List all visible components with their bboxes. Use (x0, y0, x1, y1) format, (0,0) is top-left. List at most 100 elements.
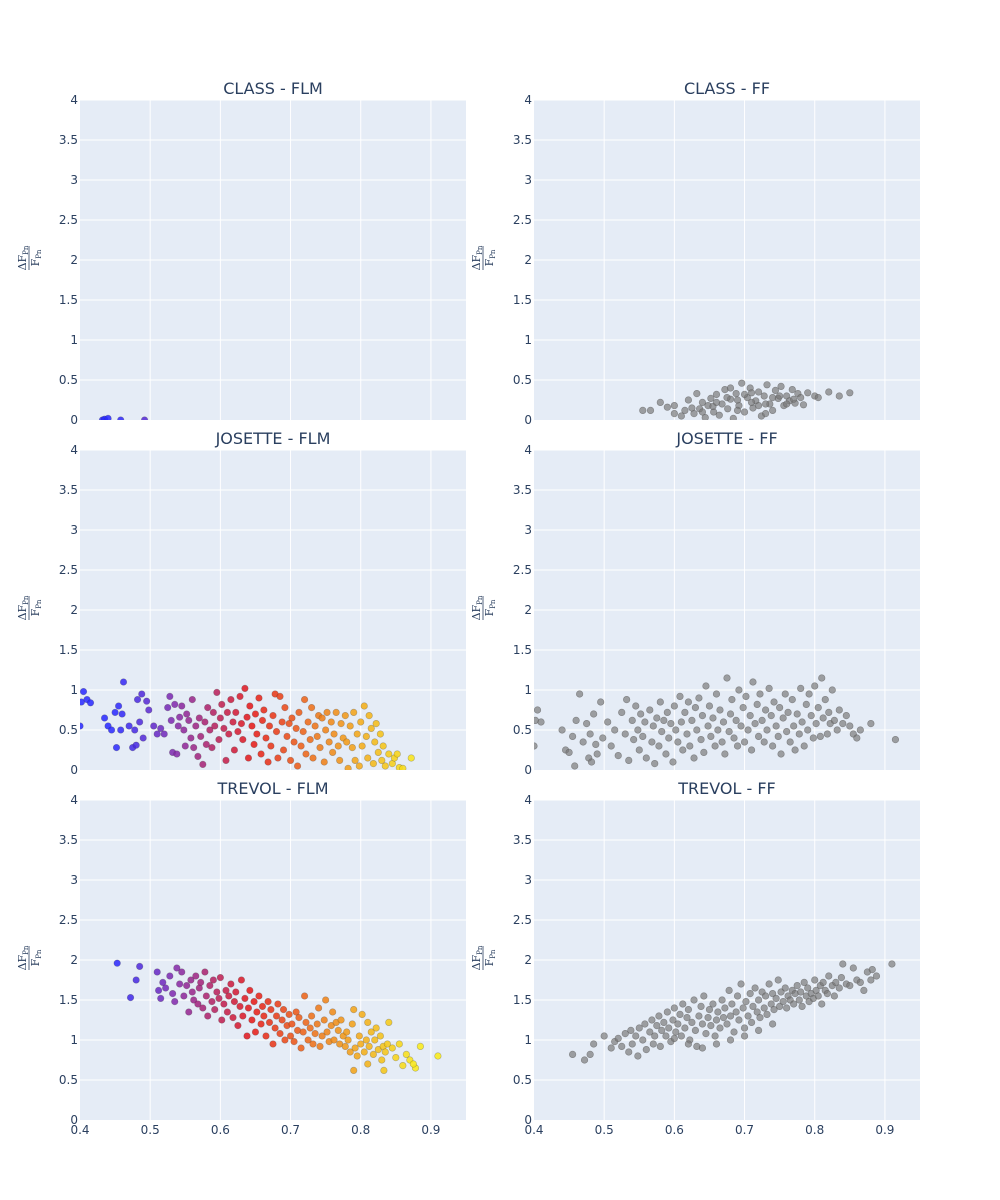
data-point (227, 980, 235, 988)
y-tick-label: 4 (70, 93, 78, 107)
y-tick-label: 3 (524, 173, 532, 187)
data-point (201, 718, 209, 726)
data-point (737, 980, 745, 988)
data-point (383, 1040, 391, 1048)
data-point (162, 984, 170, 992)
data-point (358, 1010, 366, 1019)
data-point (309, 754, 317, 762)
data-point (724, 405, 732, 413)
data-point (819, 978, 827, 987)
data-point (684, 1005, 693, 1014)
data-point (592, 740, 600, 749)
data-point (891, 735, 900, 744)
data-point (209, 708, 217, 717)
data-point (187, 976, 195, 984)
data-point (753, 700, 761, 709)
data-point (665, 1024, 673, 1032)
data-point (181, 742, 189, 750)
data-point (274, 754, 282, 762)
data-point (288, 1020, 296, 1028)
data-point (698, 398, 707, 407)
data-point (197, 732, 205, 741)
y-tick-label: 2 (70, 953, 78, 967)
data-point (174, 722, 182, 730)
data-point (599, 734, 607, 742)
data-point (360, 1048, 368, 1056)
data-point (646, 406, 655, 415)
data-point (814, 394, 822, 402)
y-label-denominator: FPn (29, 599, 43, 616)
data-point (80, 688, 88, 696)
data-point (805, 690, 813, 698)
data-point (751, 719, 759, 728)
data-point (804, 984, 812, 992)
y-tick-label: 1.5 (513, 293, 532, 307)
x-tick-label: 0.9 (421, 1123, 440, 1137)
data-point (173, 964, 181, 972)
data-point (684, 396, 693, 404)
y-tick-label: 3 (524, 873, 532, 887)
data-point (100, 714, 109, 722)
data-point (718, 996, 726, 1004)
data-point (232, 708, 240, 717)
data-point (763, 381, 771, 389)
data-point (723, 674, 731, 682)
data-point (278, 1016, 286, 1024)
data-point (725, 727, 733, 736)
y-tick-label: 0 (524, 1113, 532, 1127)
data-point (784, 708, 792, 717)
data-point (190, 743, 198, 752)
data-point (779, 997, 787, 1006)
data-point (747, 398, 756, 407)
data-point (311, 722, 319, 730)
data-point (728, 695, 736, 704)
data-point (670, 1034, 678, 1042)
data-point (788, 386, 796, 394)
data-point (167, 716, 175, 725)
data-point (316, 743, 324, 752)
data-point (800, 978, 808, 987)
y-tick-label: 0 (70, 763, 78, 777)
data-point (807, 711, 815, 720)
data-point (754, 996, 763, 1004)
data-point (434, 1052, 442, 1060)
data-point (369, 1050, 377, 1058)
data-point (369, 759, 377, 768)
data-point (213, 688, 221, 697)
data-point (781, 690, 789, 698)
data-point (395, 1040, 403, 1048)
data-point (119, 678, 128, 686)
data-point (153, 730, 161, 738)
data-point (733, 742, 742, 750)
data-point (534, 742, 538, 750)
data-point (364, 754, 372, 762)
data-point (248, 722, 256, 730)
data-point (281, 1036, 289, 1044)
data-point (818, 674, 826, 682)
data-point (747, 1018, 756, 1027)
data-point (565, 748, 573, 757)
data-point (190, 996, 198, 1004)
subplot-title: CLASS - FLM (223, 79, 323, 98)
data-point (586, 730, 594, 738)
data-point (672, 1028, 680, 1036)
data-point (388, 1044, 396, 1052)
data-point (580, 1056, 589, 1064)
data-point (160, 730, 168, 738)
data-point (350, 1066, 358, 1074)
data-point (223, 1008, 231, 1016)
data-point (772, 994, 780, 1003)
data-point (677, 718, 685, 726)
data-point (756, 1013, 764, 1022)
data-point (534, 706, 542, 714)
data-point (753, 1008, 761, 1016)
data-point (150, 722, 158, 730)
data-point (178, 968, 186, 976)
data-point (157, 994, 165, 1003)
data-point (704, 1013, 712, 1022)
data-point (712, 1016, 721, 1024)
data-point (348, 1020, 356, 1028)
